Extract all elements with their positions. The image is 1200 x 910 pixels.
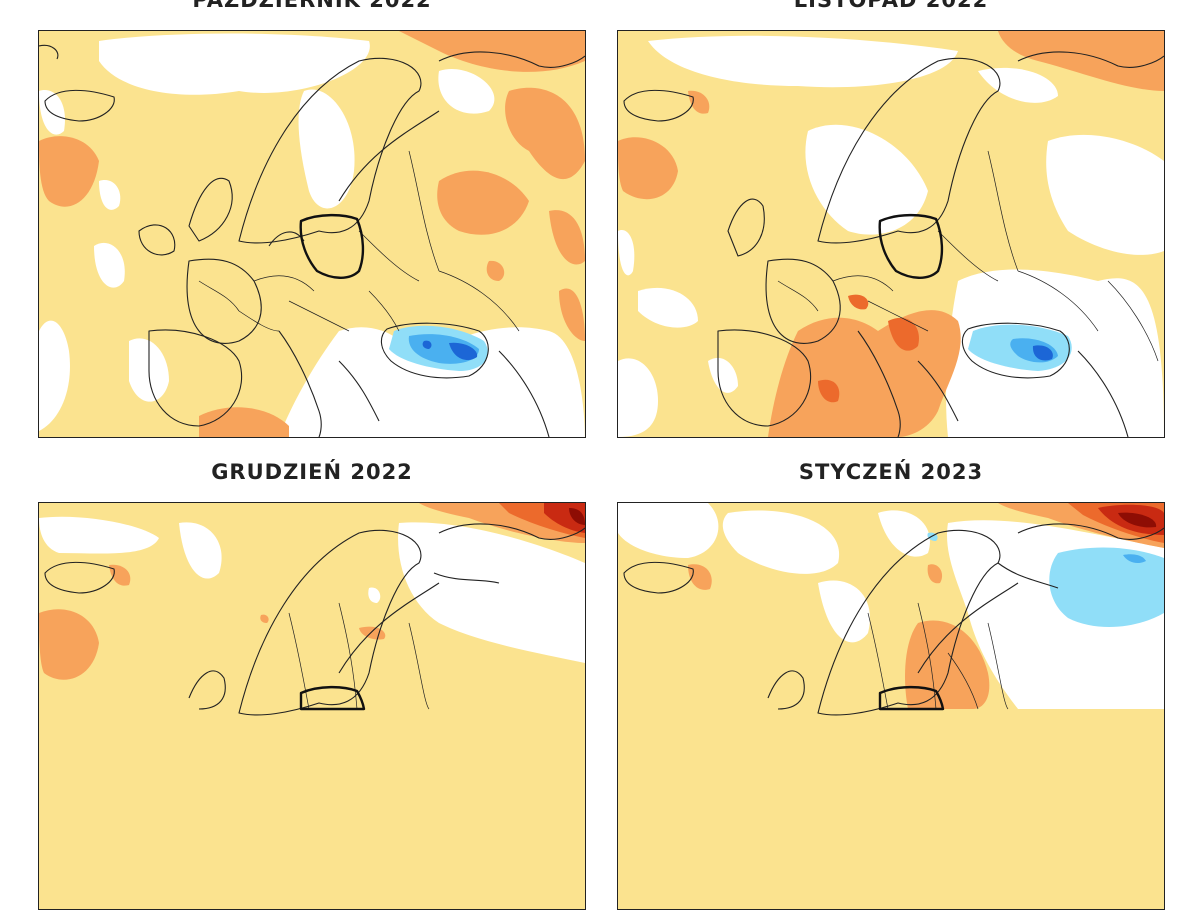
neutral-area [99, 33, 370, 95]
warm-area [927, 564, 943, 584]
warm-area [505, 87, 585, 180]
warm-area [437, 170, 529, 235]
map-panel-4 [617, 502, 1165, 910]
coastlines [39, 44, 585, 437]
neutral-area [638, 287, 698, 328]
neutral-area [39, 516, 159, 554]
warm-area-strong [888, 317, 919, 351]
neutral-area [618, 230, 635, 276]
warm-area-strong [848, 294, 869, 310]
warm-area [905, 620, 990, 709]
warm-area [199, 407, 289, 437]
map-1-svg [39, 31, 585, 437]
cold-area [1032, 345, 1053, 361]
panel-title-3: GRUDZIEŃ 2022 [211, 460, 413, 484]
warm-area-extreme [569, 508, 585, 525]
map-3-svg [39, 503, 585, 909]
map-panel-2 [617, 30, 1165, 438]
neutral-area [1046, 134, 1164, 255]
warm-area [399, 31, 585, 72]
warm-area [688, 90, 710, 114]
neutral-area [99, 180, 121, 210]
warm-area [359, 626, 386, 640]
map-4-svg [618, 503, 1164, 909]
neutral-area [368, 587, 381, 603]
map-2-svg [618, 31, 1164, 437]
warm-area [998, 31, 1164, 91]
map-panel-3 [38, 502, 586, 910]
cold-area [422, 340, 432, 349]
cold-area [1049, 547, 1164, 628]
neutral-area [818, 580, 870, 643]
neutral-area [708, 357, 738, 393]
panel-title-4: STYCZEŃ 2023 [798, 460, 984, 484]
neutral-area [398, 522, 585, 663]
neutral-area [618, 503, 719, 558]
country-borders [198, 150, 520, 332]
neutral-area [179, 522, 222, 579]
neutral-area [618, 358, 658, 437]
cold-area [449, 342, 478, 361]
neutral-area [39, 320, 70, 431]
warm-area [559, 288, 585, 341]
warm-area [688, 564, 712, 590]
warm-area [486, 260, 505, 281]
warm-area [549, 210, 585, 265]
panel-title-1: PAŹDZIERNIK 2022 [192, 0, 432, 12]
warm-area [260, 614, 269, 623]
map-panel-1 [38, 30, 586, 438]
coastlines [623, 51, 1164, 437]
warm-area-strong [818, 379, 840, 403]
warm-area [618, 137, 678, 200]
country-borders [777, 150, 1159, 362]
neutral-area [805, 124, 928, 235]
poland-outline [299, 213, 365, 279]
neutral-area [722, 510, 840, 574]
neutral-area [94, 242, 125, 288]
neutral-area [298, 89, 355, 209]
neutral-area [438, 69, 495, 114]
neutral-area [648, 35, 958, 88]
neutral-area [279, 327, 585, 437]
warm-area [39, 609, 99, 680]
warm-area [39, 136, 99, 207]
cold-area [1123, 554, 1146, 563]
warm-area-extreme [1118, 512, 1157, 528]
panel-title-2: LISTOPAD 2022 [793, 0, 989, 12]
poland-outline [878, 213, 944, 279]
